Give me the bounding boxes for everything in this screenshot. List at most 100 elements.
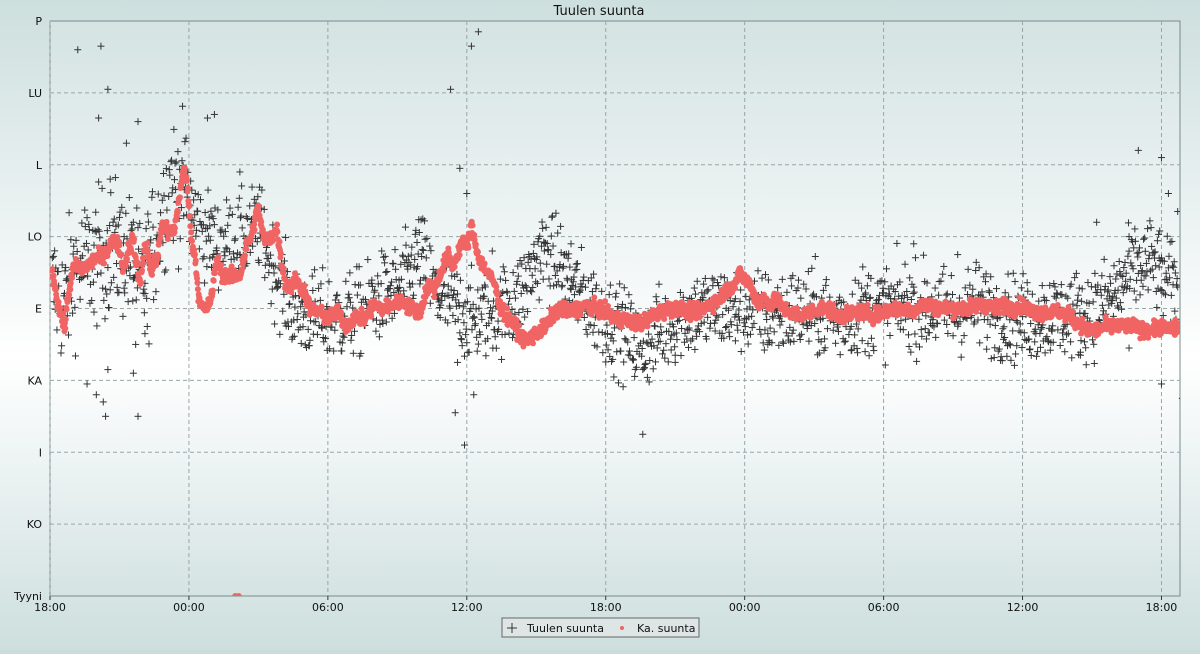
- cross-marker: [862, 289, 870, 297]
- cross-marker: [207, 207, 215, 215]
- cross-marker: [296, 323, 304, 331]
- cross-marker: [308, 272, 316, 280]
- cross-marker: [401, 223, 409, 231]
- cross-marker: [775, 341, 783, 349]
- cross-marker: [176, 235, 184, 243]
- cross-marker: [897, 317, 905, 325]
- cross-marker: [357, 298, 365, 306]
- cross-marker: [815, 349, 823, 357]
- cross-marker: [864, 340, 872, 348]
- cross-marker: [145, 340, 153, 348]
- cross-marker: [900, 292, 908, 300]
- cross-marker: [201, 209, 209, 217]
- dot-marker: [301, 282, 308, 289]
- cross-marker: [540, 247, 548, 255]
- cross-marker: [543, 240, 551, 248]
- y-tick-label: LO: [28, 231, 43, 244]
- cross-marker: [701, 274, 709, 282]
- cross-marker: [745, 296, 753, 304]
- cross-marker: [203, 263, 211, 271]
- cross-marker: [724, 306, 732, 314]
- cross-marker: [169, 236, 177, 244]
- cross-marker: [182, 134, 190, 142]
- x-tick-label: 06:00: [312, 601, 344, 614]
- cross-marker: [376, 320, 384, 328]
- cross-marker: [141, 290, 149, 298]
- cross-marker: [190, 196, 198, 204]
- dot-marker: [122, 262, 129, 269]
- cross-marker: [610, 324, 618, 332]
- cross-marker: [834, 328, 842, 336]
- cross-marker: [181, 138, 189, 146]
- dot-marker: [192, 257, 199, 264]
- cross-marker: [509, 334, 517, 342]
- cross-marker: [253, 238, 261, 246]
- cross-marker: [660, 346, 668, 354]
- cross-marker: [576, 286, 584, 294]
- cross-marker: [664, 358, 672, 366]
- cross-marker: [267, 300, 275, 308]
- cross-marker: [514, 272, 522, 280]
- cross-marker: [628, 355, 636, 363]
- cross-marker: [514, 262, 522, 270]
- cross-marker: [106, 222, 114, 230]
- cross-marker: [111, 174, 119, 182]
- cross-marker: [389, 259, 397, 267]
- y-tick-label: KO: [27, 518, 43, 531]
- cross-marker: [620, 358, 628, 366]
- cross-marker: [222, 244, 230, 252]
- cross-marker: [168, 189, 176, 197]
- cross-marker: [725, 328, 733, 336]
- cross-marker: [381, 252, 389, 260]
- cross-marker: [128, 225, 136, 233]
- cross-marker: [505, 329, 513, 337]
- dot-marker: [334, 302, 341, 309]
- cross-marker: [210, 221, 218, 229]
- cross-marker: [170, 176, 178, 184]
- cross-marker: [563, 274, 571, 282]
- cross-marker: [760, 346, 768, 354]
- cross-marker: [290, 316, 298, 324]
- dot-marker: [274, 221, 281, 228]
- cross-marker: [413, 238, 421, 246]
- cross-marker: [733, 321, 741, 329]
- legend-label-ka-suunta: Ka. suunta: [637, 622, 695, 635]
- cross-marker: [848, 290, 856, 298]
- dot-marker: [472, 241, 479, 248]
- cross-marker: [712, 312, 720, 320]
- cross-marker: [748, 324, 756, 332]
- cross-marker: [132, 296, 140, 304]
- cross-marker: [627, 305, 635, 313]
- cross-marker: [392, 265, 400, 273]
- cross-marker: [163, 206, 171, 214]
- cross-marker: [855, 279, 863, 287]
- cross-marker: [178, 157, 186, 165]
- cross-marker: [598, 287, 606, 295]
- cross-marker: [645, 330, 653, 338]
- cross-marker: [142, 225, 150, 233]
- cross-marker: [577, 243, 585, 251]
- cross-marker: [487, 314, 495, 322]
- dot-marker: [194, 279, 201, 286]
- cross-marker: [821, 344, 829, 352]
- cross-marker: [460, 319, 468, 327]
- cross-marker: [458, 342, 466, 350]
- cross-marker: [419, 246, 427, 254]
- cross-marker: [675, 316, 683, 324]
- cross-marker: [603, 321, 611, 329]
- cross-marker: [356, 281, 364, 289]
- cross-marker: [886, 332, 894, 340]
- cross-marker: [58, 342, 66, 350]
- cross-marker: [175, 265, 183, 273]
- cross-marker: [121, 279, 129, 287]
- dot-marker: [149, 271, 156, 278]
- cross-marker: [779, 339, 787, 347]
- dot-marker: [184, 184, 191, 191]
- cross-marker: [671, 358, 679, 366]
- cross-marker: [230, 255, 238, 263]
- cross-marker: [133, 204, 141, 212]
- cross-marker: [275, 277, 283, 285]
- cross-marker: [812, 293, 820, 301]
- cross-marker: [230, 250, 238, 258]
- cross-marker: [723, 323, 731, 331]
